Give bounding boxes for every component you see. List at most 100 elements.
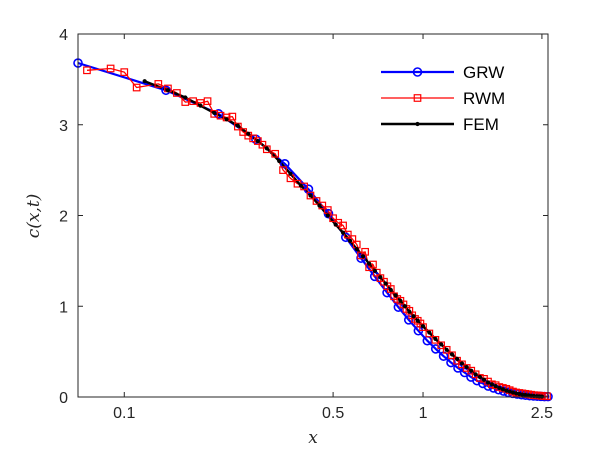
rwm-point: [329, 214, 337, 223]
plot-frame: [77, 33, 549, 398]
fem-point: [402, 304, 408, 309]
rwm-point: [312, 197, 321, 205]
fem-point: [308, 193, 313, 198]
fem-point: [165, 88, 171, 93]
fem-point: [481, 377, 487, 382]
fem-point: [378, 275, 383, 280]
fem-point: [372, 268, 377, 273]
rwm-point: [279, 166, 287, 174]
fem-point: [198, 103, 203, 108]
y-tick-label: 3: [59, 118, 68, 135]
fem-point: [485, 380, 491, 385]
legend-grw-marker: [412, 67, 423, 77]
fem-point: [298, 183, 303, 188]
rwm-point: [189, 97, 197, 106]
fem-point: [415, 318, 420, 323]
grw-point: [459, 367, 470, 378]
fem-point: [489, 382, 494, 387]
fem-point: [383, 281, 388, 286]
rwm-point: [120, 68, 129, 76]
fem-point: [507, 389, 512, 394]
x-tick-label: 2.5: [531, 405, 553, 422]
legend-grw-label: GRW: [463, 63, 504, 82]
fem-point: [255, 138, 260, 144]
grw-point: [356, 253, 366, 263]
rwm-point: [442, 345, 451, 354]
fem-point: [433, 336, 438, 342]
fem-point: [246, 131, 251, 136]
y-axis-label: c(x,t): [24, 194, 44, 239]
rwm-point: [203, 97, 212, 106]
fem-point: [393, 293, 398, 298]
rwm-point: [361, 247, 369, 256]
x-tick-label: 0.5: [322, 405, 344, 422]
fem-point: [500, 387, 505, 392]
x-tick-label: 0.1: [113, 405, 135, 422]
rwm-point: [258, 140, 267, 149]
fem-point: [493, 384, 498, 389]
fem-point: [264, 146, 269, 151]
fem-point: [398, 298, 403, 303]
fem-point: [142, 79, 147, 84]
fem-point: [439, 342, 444, 347]
fem-point: [388, 287, 393, 293]
fem-point: [454, 356, 460, 361]
legend-rwm-label: RWM: [463, 89, 505, 108]
rwm-point: [262, 145, 271, 154]
markers-layer: [73, 58, 553, 402]
rwm-point: [271, 149, 280, 158]
fem-point: [277, 158, 282, 164]
rwm-point: [132, 83, 141, 92]
fem-point: [420, 324, 426, 329]
fem-point: [212, 110, 217, 116]
fem-point: [473, 372, 478, 377]
rwm-point: [306, 191, 315, 200]
fem-point: [504, 388, 509, 393]
rwm-point: [154, 80, 163, 88]
legend-fem-marker: [415, 121, 420, 127]
fem-point: [514, 391, 519, 396]
fem-point: [325, 213, 330, 218]
legend-fem-label: FEM: [463, 115, 499, 134]
legend-items: GRW RWM FEM: [381, 63, 505, 134]
y-tick-label: 0: [59, 390, 68, 407]
rwm-point: [83, 66, 91, 75]
rwm-point: [386, 285, 395, 293]
fem-point: [464, 364, 469, 370]
legend: GRW RWM FEM: [372, 54, 530, 142]
rwm-point: [425, 329, 434, 338]
rwm-point: [431, 335, 440, 344]
fem-point: [497, 385, 502, 391]
fem-point: [288, 171, 293, 176]
rwm-point: [234, 122, 242, 131]
rwm-point: [106, 64, 115, 73]
fem-point: [347, 238, 353, 244]
rwm-point: [173, 89, 181, 97]
y-tick-label: 1: [59, 299, 68, 316]
fem-point: [469, 368, 474, 373]
grw-point: [280, 158, 290, 169]
fem-point: [183, 95, 188, 100]
fem-point: [444, 347, 449, 352]
fem-point: [340, 230, 346, 235]
rwm-point: [343, 230, 352, 239]
fem-point: [224, 117, 229, 122]
x-axis-label: x: [308, 428, 318, 448]
fem-point: [354, 246, 359, 252]
fem-point: [407, 309, 412, 314]
fem-point: [367, 261, 372, 266]
fem-point: [510, 390, 516, 395]
rwm-point: [323, 206, 332, 214]
fem-point: [427, 330, 432, 335]
fem-point: [411, 314, 416, 319]
y-tick-label: 4: [59, 27, 68, 44]
rwm-point: [448, 351, 456, 360]
y-tick-label: 2: [59, 209, 68, 226]
tick-labels: 0.1 0.5 1 2.5 0 1 2 3 4: [59, 27, 553, 422]
fem-point: [477, 374, 482, 380]
fem-point: [360, 254, 366, 259]
rwm-point: [339, 221, 347, 230]
rwm-point: [228, 112, 237, 121]
x-tick-label: 1: [419, 405, 428, 422]
